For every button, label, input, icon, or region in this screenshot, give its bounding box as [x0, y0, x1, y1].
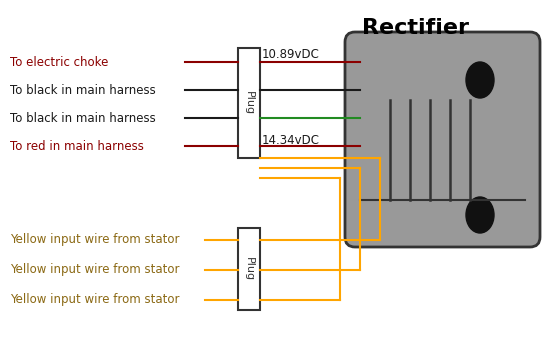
Text: 14.34vDC: 14.34vDC	[262, 133, 320, 147]
Text: To electric choke: To electric choke	[10, 56, 108, 69]
Text: To black in main harness: To black in main harness	[10, 84, 156, 97]
Ellipse shape	[466, 197, 494, 233]
Text: Yellow input wire from stator: Yellow input wire from stator	[10, 264, 179, 276]
Text: Yellow input wire from stator: Yellow input wire from stator	[10, 294, 179, 307]
Text: 10.89vDC: 10.89vDC	[262, 49, 320, 62]
Bar	[238, 48, 260, 158]
Text: Plug: Plug	[244, 257, 254, 281]
Bar	[238, 228, 260, 310]
FancyBboxPatch shape	[345, 32, 540, 247]
Text: To red in main harness: To red in main harness	[10, 140, 144, 153]
Text: Plug: Plug	[244, 91, 254, 115]
Text: Rectifier: Rectifier	[361, 18, 469, 38]
Text: To black in main harness: To black in main harness	[10, 112, 156, 125]
Ellipse shape	[466, 62, 494, 98]
Text: Yellow input wire from stator: Yellow input wire from stator	[10, 233, 179, 246]
